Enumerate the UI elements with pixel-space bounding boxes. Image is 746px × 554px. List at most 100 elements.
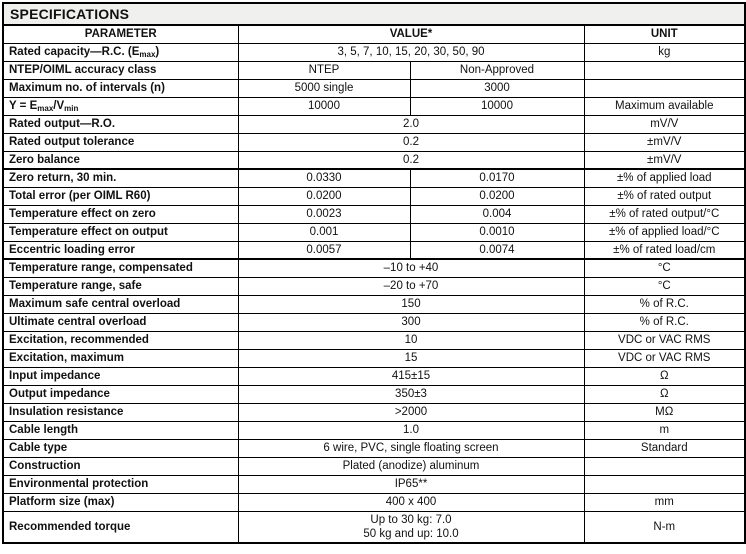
table-row: Recommended torque Up to 30 kg: 7.0 50 kg… [2, 510, 746, 544]
unit-cell: ±% of rated output [583, 186, 746, 206]
parameter-cell: Zero return, 30 min. [2, 168, 239, 188]
unit-cell: kg [583, 42, 746, 62]
table-row: Ultimate central overload 300% of R.C. [2, 312, 746, 332]
parameter-cell: Maximum safe central overload [2, 294, 239, 314]
spec-table-body: Rated capacity—R.C. (Emax) 3, 5, 7, 10, 1… [2, 42, 746, 544]
table-title-row: SPECIFICATIONS [2, 2, 746, 26]
unit-cell: VDC or VAC RMS [583, 348, 746, 368]
table-row: Cable type 6 wire, PVC, single floating s… [2, 438, 746, 458]
table-title: SPECIFICATIONS [2, 2, 746, 26]
parameter-cell: Rated capacity—R.C. (Emax) [2, 42, 239, 62]
table-row: Maximum no. of intervals (n) 5000 single 3… [2, 78, 746, 98]
value-cell: 0.0010 [409, 222, 585, 242]
table-row: Y = Emax/Vmin 10000 10000 Maximum available [2, 96, 746, 116]
table-row: Zero balance 0.2 ±mV/V [2, 150, 746, 170]
parameter-cell: NTEP/OIML accuracy class [2, 60, 239, 80]
parameter-cell: Y = Emax/Vmin [2, 96, 239, 116]
unit-cell: % of R.C. [583, 312, 746, 332]
value-cell: 0.0023 [237, 204, 411, 224]
value-cell: 15 [237, 348, 585, 368]
parameter-cell: Construction [2, 456, 239, 476]
parameter-cell: Zero balance [2, 150, 239, 170]
value-cell: 3, 5, 7, 10, 15, 20, 30, 50, 90 [237, 42, 585, 62]
unit-cell: ±mV/V [583, 150, 746, 170]
parameter-cell: Total error (per OIML R60) [2, 186, 239, 206]
unit-cell: °C [583, 258, 746, 278]
table-row: Maximum safe central overload 150% of R.C… [2, 294, 746, 314]
value-cell: 10000 [409, 96, 585, 116]
unit-cell: % of R.C. [583, 294, 746, 314]
table-row: Insulation resistance >2000 MΩ [2, 402, 746, 422]
parameter-cell: Temperature effect on output [2, 222, 239, 242]
unit-cell: Ω [583, 384, 746, 404]
table-row: Construction Plated (anodize) aluminum [2, 456, 746, 476]
table-row: Temperature effect on zero 0.0023 0.004 ±% … [2, 204, 746, 224]
parameter-cell: Output impedance [2, 384, 239, 404]
value-cell: –10 to +40 [237, 258, 585, 278]
unit-cell: mV/V [583, 114, 746, 134]
unit-cell: ±% of applied load [583, 168, 746, 188]
parameter-cell: Eccentric loading error [2, 240, 239, 260]
value-cell: 5000 single [237, 78, 411, 98]
table-row: Excitation, maximum 15 VDC or VAC RMS [2, 348, 746, 368]
parameter-cell: Rated output tolerance [2, 132, 239, 152]
value-cell: 0.0074 [409, 240, 585, 260]
unit-cell: ±% of rated load/cm [583, 240, 746, 260]
value-cell: 415±15 [237, 366, 585, 386]
table-row: Rated capacity—R.C. (Emax) 3, 5, 7, 10, 1… [2, 42, 746, 62]
value-cell: 0.0330 [237, 168, 411, 188]
value-cell: 300 [237, 312, 585, 332]
value-cell: –20 to +70 [237, 276, 585, 296]
value-cell: 0.0170 [409, 168, 585, 188]
table-row: Zero return, 30 min. 0.0330 0.0170 ±% of ap… [2, 168, 746, 188]
value-cell: 0.2 [237, 132, 585, 152]
parameter-cell: Cable type [2, 438, 239, 458]
table-row: Environmental protection IP65** [2, 474, 746, 494]
parameter-cell: Temperature effect on zero [2, 204, 239, 224]
value-cell: >2000 [237, 402, 585, 422]
unit-cell [583, 78, 746, 98]
parameter-cell: Cable length [2, 420, 239, 440]
table-row: Rated output—R.O. 2.0 mV/V [2, 114, 746, 134]
unit-cell: °C [583, 276, 746, 296]
column-header-value: VALUE* [237, 24, 585, 44]
parameter-cell: Temperature range, compensated [2, 258, 239, 278]
value-cell: 0.0057 [237, 240, 411, 260]
value-cell: 3000 [409, 78, 585, 98]
table-row: Temperature range, safe –20 to +70 °C [2, 276, 746, 296]
parameter-cell: Insulation resistance [2, 402, 239, 422]
unit-cell: mm [583, 492, 746, 512]
table-row: Rated output tolerance 0.2 ±mV/V [2, 132, 746, 152]
table-row: Temperature effect on output 0.001 0.0010 ±… [2, 222, 746, 242]
unit-cell: VDC or VAC RMS [583, 330, 746, 350]
unit-cell: MΩ [583, 402, 746, 422]
table-row: Platform size (max) 400 x 400 mm [2, 492, 746, 512]
parameter-cell: Ultimate central overload [2, 312, 239, 332]
value-cell: 350±3 [237, 384, 585, 404]
unit-cell [583, 474, 746, 494]
value-cell: Non-Approved [409, 60, 585, 80]
value-cell: Up to 30 kg: 7.0 50 kg and up: 10.0 [237, 510, 585, 544]
unit-cell: N-m [583, 510, 746, 544]
column-header-unit: UNIT [583, 24, 746, 44]
value-cell: NTEP [237, 60, 411, 80]
table-row: Total error (per OIML R60) 0.0200 0.0200 ±%… [2, 186, 746, 206]
unit-cell [583, 456, 746, 476]
unit-cell: ±% of applied load/°C [583, 222, 746, 242]
table-row: Excitation, recommended 10 VDC or VAC RMS [2, 330, 746, 350]
parameter-cell: Recommended torque [2, 510, 239, 544]
unit-cell: Standard [583, 438, 746, 458]
unit-cell: ±% of rated output/°C [583, 204, 746, 224]
parameter-cell: Environmental protection [2, 474, 239, 494]
value-cell: 0.0200 [237, 186, 411, 206]
value-cell: 0.001 [237, 222, 411, 242]
value-cell: 0.0200 [409, 186, 585, 206]
value-cell: 10 [237, 330, 585, 350]
value-cell: IP65** [237, 474, 585, 494]
value-cell: 10000 [237, 96, 411, 116]
unit-cell: m [583, 420, 746, 440]
parameter-cell: Maximum no. of intervals (n) [2, 78, 239, 98]
table-row: NTEP/OIML accuracy class NTEP Non-Approved [2, 60, 746, 80]
value-cell: Plated (anodize) aluminum [237, 456, 585, 476]
